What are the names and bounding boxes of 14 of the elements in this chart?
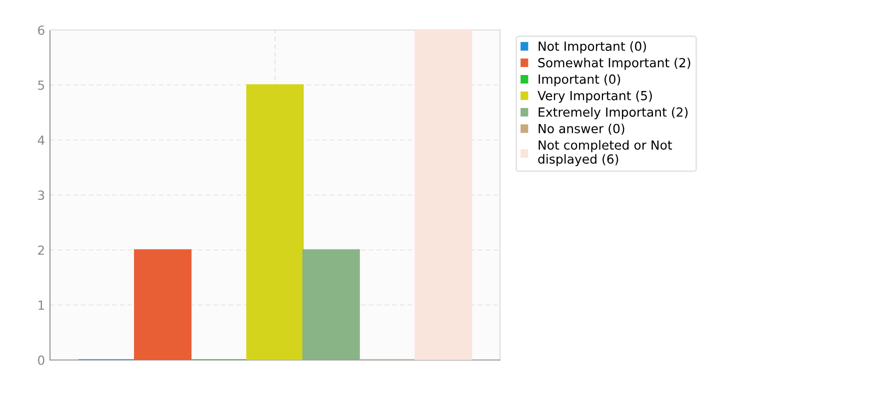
y-tick-label: 2: [38, 245, 44, 255]
y-tick-label: 0: [38, 355, 44, 365]
legend-label: Not completed or Not displayed (6): [538, 140, 672, 166]
legend-label: No answer (0): [538, 124, 624, 135]
legend-label: Not Important (0): [538, 41, 646, 54]
y-tick-label: 3: [38, 190, 44, 200]
legend-label: Somewhat Important (2): [538, 58, 690, 70]
legend-label: Important (0): [538, 74, 620, 86]
y-tick-label: 5: [38, 80, 44, 90]
legend-label: Extremely Important (2): [538, 107, 688, 120]
legend-label: Very Important (5): [538, 90, 652, 103]
y-tick-label: 4: [38, 136, 44, 145]
y-tick-label: 1: [38, 300, 44, 310]
y-tick-label: 6: [38, 25, 44, 35]
